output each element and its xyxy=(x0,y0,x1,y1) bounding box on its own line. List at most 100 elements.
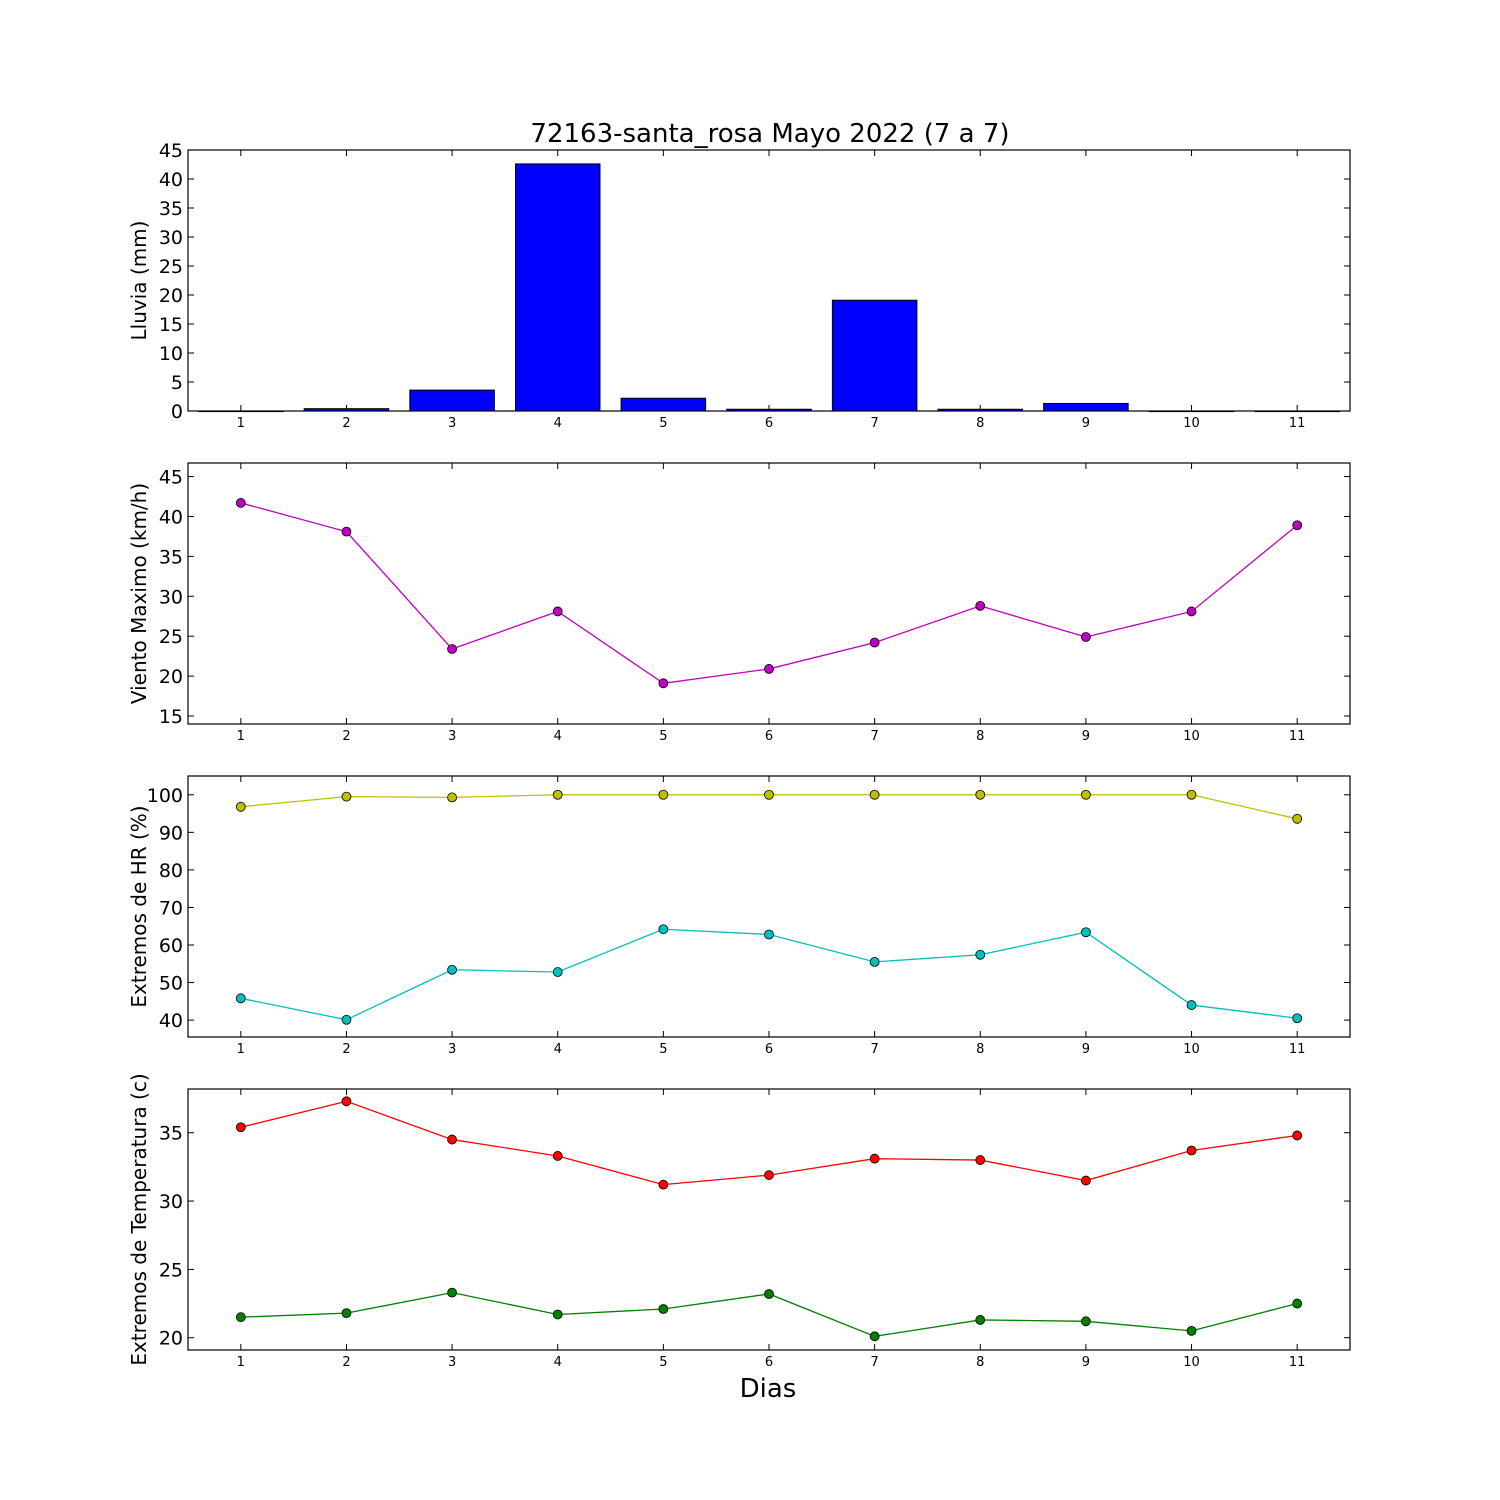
y-tick-label: 80 xyxy=(159,860,183,882)
point-temp-max-day-10 xyxy=(1186,1145,1197,1156)
chart-title: 72163-santa_rosa Mayo 2022 (7 a 7) xyxy=(530,119,1009,149)
bar-rain-day-5 xyxy=(620,397,707,412)
x-tick-label: 10 xyxy=(1183,1355,1200,1370)
y-tick-label: 10 xyxy=(159,343,183,365)
x-tick-label: 10 xyxy=(1183,416,1200,431)
x-tick-label: 11 xyxy=(1289,416,1306,431)
x-tick-label: 7 xyxy=(870,416,878,431)
point-hr-max-day-1 xyxy=(235,801,246,812)
point-hr-max-day-8 xyxy=(975,789,986,800)
panel-4: 20 25 30 35 1 2 3 4 5 6 7 8 9 10 11 Extremos de Tempera… xyxy=(127,1073,1351,1370)
y-axis-label: Extremos de Temperatura (c) xyxy=(127,1073,151,1365)
y-tick-label: 30 xyxy=(159,586,183,608)
point-hr-min-day-7 xyxy=(869,956,880,967)
x-tick-label: 2 xyxy=(342,416,350,431)
y-tick-label: 70 xyxy=(159,897,183,919)
point-temp-min-day-10 xyxy=(1186,1325,1197,1336)
bar-rain-day-9 xyxy=(1043,402,1129,412)
x-tick-label: 5 xyxy=(659,1042,667,1057)
point-hr-max-day-4 xyxy=(552,789,563,800)
y-tick-label: 25 xyxy=(159,626,183,648)
y-tick-label: 35 xyxy=(159,546,183,568)
bar-rain-day-1 xyxy=(198,410,284,413)
x-tick-label: 2 xyxy=(342,1042,350,1057)
x-tick-label: 9 xyxy=(1082,1042,1090,1057)
point-wind-day-1 xyxy=(235,498,246,508)
y-tick-label: 30 xyxy=(159,1191,183,1213)
x-tick-label: 5 xyxy=(659,729,667,744)
point-hr-min-day-9 xyxy=(1081,927,1091,938)
point-hr-max-day-3 xyxy=(447,792,457,803)
x-tick-label: 4 xyxy=(554,416,562,431)
x-tick-label: 10 xyxy=(1183,729,1200,744)
point-wind-day-9 xyxy=(1081,632,1091,642)
x-tick-label: 10 xyxy=(1183,1042,1200,1057)
line-hr-min xyxy=(240,928,1298,1021)
x-tick-label: 11 xyxy=(1289,729,1306,744)
y-tick-label: 50 xyxy=(159,973,183,995)
x-tick-label: 1 xyxy=(237,1042,245,1057)
bar-rain-day-8 xyxy=(937,408,1024,412)
point-wind-day-4 xyxy=(552,606,563,617)
y-tick-label: 20 xyxy=(159,285,183,307)
y-tick-label: 40 xyxy=(159,1010,183,1032)
x-tick-label: 3 xyxy=(448,416,456,431)
point-temp-min-day-7 xyxy=(869,1331,880,1342)
point-temp-min-day-11 xyxy=(1292,1298,1303,1309)
x-tick-label: 1 xyxy=(237,1355,245,1370)
bar-rain-day-7 xyxy=(831,299,918,412)
bar-rain-day-11 xyxy=(1254,410,1340,413)
point-hr-min-day-6 xyxy=(764,929,774,940)
point-hr-min-day-11 xyxy=(1292,1013,1303,1024)
y-tick-label: 40 xyxy=(159,169,183,191)
y-axis-label: Viento Maximo (km/h) xyxy=(127,483,151,704)
point-temp-max-day-8 xyxy=(975,1155,986,1165)
bar-rain-day-2 xyxy=(303,408,390,412)
y-tick-label: 15 xyxy=(159,314,183,336)
x-tick-label: 3 xyxy=(448,729,456,744)
panel-3: 40 50 60 70 80 90 100 1 2 3 4 5 6 7 8 9 10 11 Extremos de … xyxy=(127,775,1351,1057)
bar-rain-day-3 xyxy=(409,389,495,412)
x-tick-label: 4 xyxy=(554,1355,562,1370)
point-hr-min-day-2 xyxy=(341,1014,352,1025)
x-tick-label: 3 xyxy=(448,1355,456,1370)
point-hr-max-day-9 xyxy=(1081,789,1091,800)
point-wind-day-8 xyxy=(975,600,986,611)
point-temp-max-day-6 xyxy=(764,1170,774,1180)
line-temp-min xyxy=(240,1291,1298,1338)
point-hr-max-day-6 xyxy=(764,789,774,800)
y-tick-label: 0 xyxy=(171,401,183,423)
point-wind-day-2 xyxy=(341,526,352,537)
x-tick-label: 3 xyxy=(448,1042,456,1057)
point-wind-day-7 xyxy=(869,637,880,648)
x-tick-label: 11 xyxy=(1289,1355,1306,1370)
y-tick-label: 45 xyxy=(159,467,183,489)
point-temp-max-day-1 xyxy=(235,1122,246,1133)
point-temp-min-day-4 xyxy=(552,1309,563,1320)
x-tick-label: 11 xyxy=(1289,1042,1306,1057)
x-tick-label: 6 xyxy=(765,729,773,744)
point-temp-max-day-3 xyxy=(447,1134,457,1145)
y-axis-label: Extremos de HR (%) xyxy=(127,805,151,1007)
point-wind-day-10 xyxy=(1186,606,1197,617)
point-temp-min-day-9 xyxy=(1081,1316,1091,1327)
point-temp-min-day-8 xyxy=(975,1315,986,1325)
point-hr-max-day-11 xyxy=(1292,813,1303,824)
bar-rain-day-10 xyxy=(1148,410,1235,413)
x-tick-label: 4 xyxy=(554,729,562,744)
x-axis-label: Dias xyxy=(740,1374,797,1404)
point-wind-day-3 xyxy=(447,644,457,654)
x-tick-label: 9 xyxy=(1082,416,1090,431)
y-tick-label: 25 xyxy=(159,1259,183,1281)
x-tick-label: 8 xyxy=(976,729,984,744)
x-tick-label: 7 xyxy=(870,729,878,744)
y-tick-label: 40 xyxy=(159,506,183,528)
point-wind-day-5 xyxy=(658,678,669,689)
point-temp-min-day-3 xyxy=(447,1287,457,1298)
plot-frame xyxy=(187,1088,1351,1351)
point-hr-max-day-10 xyxy=(1186,789,1197,800)
bar-rain-day-6 xyxy=(726,408,812,412)
x-tick-label: 8 xyxy=(976,416,984,431)
point-hr-max-day-5 xyxy=(658,789,669,800)
